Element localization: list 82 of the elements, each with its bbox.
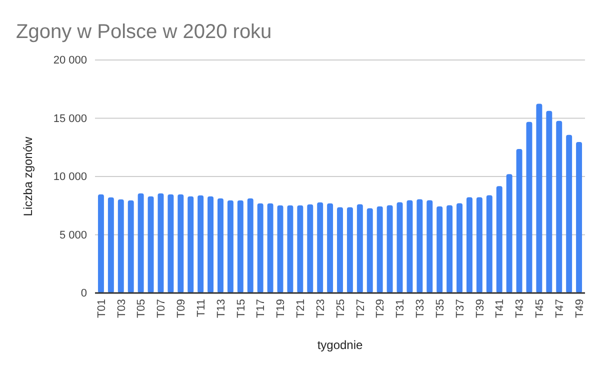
y-tick-label: 0 (80, 288, 87, 300)
bar (188, 196, 194, 293)
bar (138, 193, 144, 293)
bar (446, 205, 453, 293)
x-tick-label: T07 (156, 299, 168, 318)
bar (386, 205, 393, 293)
bar (556, 120, 562, 293)
y-tick-label: 10 000 (53, 171, 87, 184)
bar (128, 200, 134, 293)
bar (118, 199, 124, 293)
bar (426, 200, 433, 293)
x-tick-label: T35 (434, 299, 446, 318)
bar (466, 197, 472, 293)
x-tick-label: T03 (116, 299, 128, 318)
bar (227, 200, 234, 293)
x-tick-label: T43 (514, 299, 526, 318)
bar (247, 198, 254, 293)
bar (406, 200, 413, 293)
bar (277, 205, 284, 293)
x-tick-label: T45 (534, 299, 546, 318)
x-tick-label: T21 (295, 299, 308, 318)
x-tick-label: T31 (394, 299, 407, 318)
bar (516, 149, 522, 293)
y-tick-label: 5 000 (59, 229, 87, 242)
x-axis-title: tygodnie (317, 338, 364, 352)
x-tick-label: T11 (195, 299, 208, 318)
x-tick-label: T39 (474, 299, 486, 318)
bar (356, 204, 363, 293)
bar (108, 197, 114, 293)
x-tick-label: T47 (554, 299, 566, 318)
x-tick-label: T13 (215, 299, 228, 318)
bar (416, 199, 423, 293)
bar (576, 142, 582, 293)
bar (366, 208, 373, 293)
bar (237, 200, 244, 293)
bar (496, 186, 502, 293)
bar (546, 110, 552, 293)
bar (98, 194, 104, 293)
x-tick-label: T15 (235, 299, 248, 318)
x-tick-label: T41 (494, 299, 506, 318)
y-axis-title: Liczba zgonów (21, 136, 35, 216)
x-tick-label: T23 (314, 299, 327, 318)
y-tick-label: 15 000 (53, 112, 87, 125)
bar (486, 195, 492, 293)
bar (317, 202, 324, 293)
bar (456, 203, 462, 293)
x-tick-label: T33 (414, 299, 427, 318)
bar (536, 104, 542, 293)
bar (178, 194, 184, 293)
x-tick-label: T01 (96, 299, 108, 318)
bar (436, 206, 443, 293)
bar (208, 196, 214, 293)
bar (257, 203, 264, 293)
bar (526, 122, 532, 293)
bar (307, 204, 314, 293)
bar (297, 205, 304, 293)
x-tick-label: T49 (574, 299, 586, 318)
x-tick-label: T29 (374, 299, 387, 318)
x-tick-label: T19 (275, 299, 288, 318)
x-tick-label: T05 (136, 299, 148, 318)
bar (337, 207, 343, 293)
bar (148, 196, 154, 293)
x-tick-label: T37 (454, 299, 466, 318)
bar (198, 195, 204, 293)
x-tick-label: T09 (176, 299, 188, 318)
bar (168, 194, 174, 293)
x-tick-label: T17 (255, 299, 268, 318)
y-tick-label: 20 000 (53, 54, 87, 67)
bar (287, 205, 294, 293)
bar (346, 207, 353, 293)
bar (267, 203, 274, 293)
bar (396, 202, 403, 293)
bar (218, 198, 224, 293)
bar (566, 134, 572, 293)
bar (376, 206, 383, 293)
x-tick-label: T27 (354, 299, 367, 318)
bar (158, 193, 164, 293)
bar (476, 197, 482, 293)
bar (327, 203, 334, 293)
chart-title: Zgony w Polsce w 2020 roku (16, 21, 272, 43)
bar (506, 174, 512, 293)
x-tick-label: T25 (334, 299, 347, 318)
